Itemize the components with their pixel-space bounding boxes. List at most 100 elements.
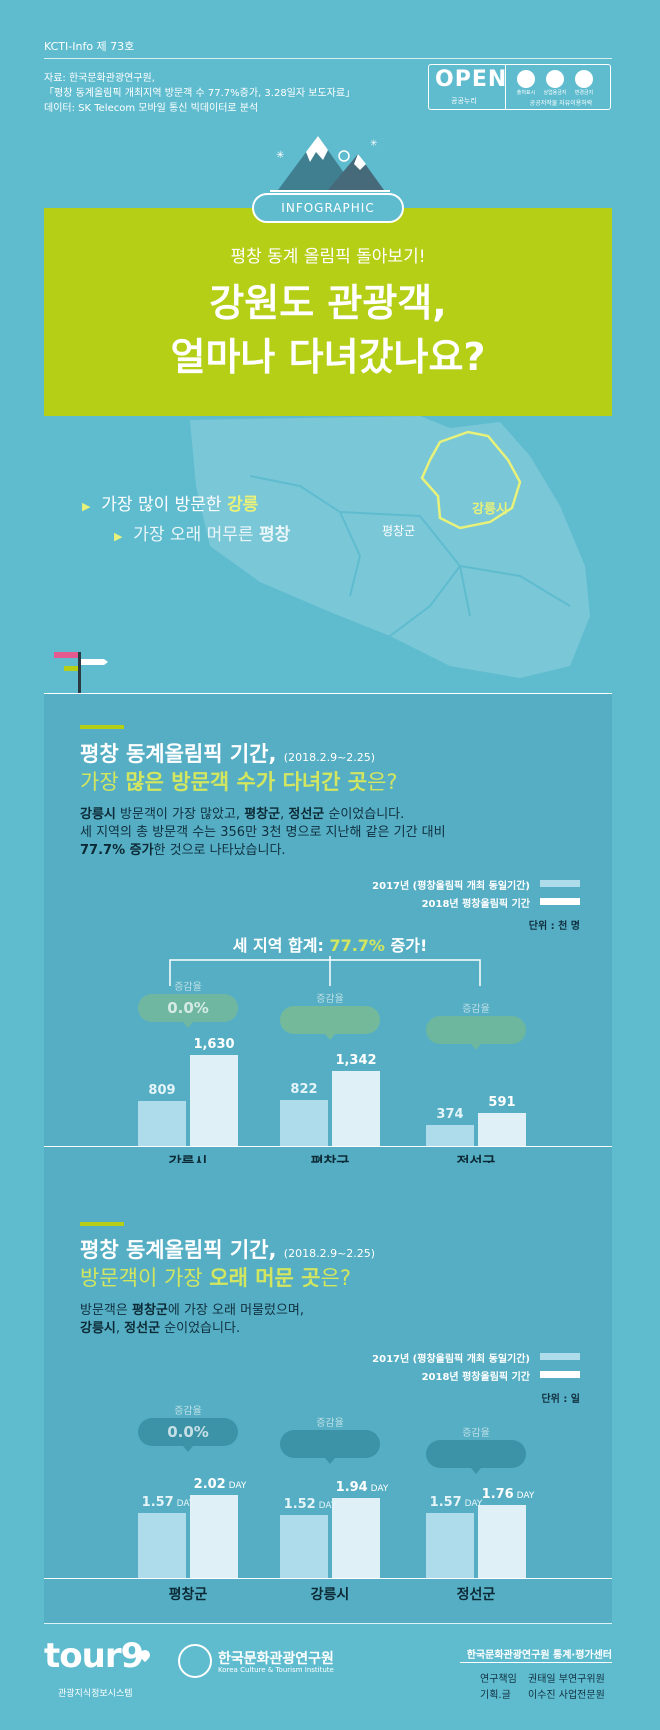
desc-t1: 방문객이 가장 많았고, [115, 807, 245, 822]
day-unit: DAY [367, 1483, 389, 1494]
bar-label-2018: 1,630 [193, 1037, 235, 1053]
s2-desc-t1: 방문객은 [80, 1303, 132, 1318]
section1-desc-line2: 세 지역의 총 방문객 수는 356만 3천 명으로 지난해 같은 기간 대비 [80, 825, 446, 840]
bar-label-2017: 809 [148, 1083, 176, 1099]
row2-role: 기획.글 [480, 1690, 511, 1701]
bar-2017 [426, 1125, 474, 1146]
tour9-sub: 관광지식정보시스템 [58, 1689, 133, 1699]
kcti-logo-icon [178, 1644, 212, 1678]
kcti-name: 한국문화관광연구원 [218, 1651, 334, 1667]
row2-name: 이수진 사업전문원 [528, 1690, 605, 1701]
footer-divider [44, 1623, 612, 1624]
s2-desc-b1: 평창군 [131, 1303, 168, 1318]
legend-2017: 2017년 (평창올림픽 개최 동일기간) [372, 881, 530, 892]
infographic-badge: INFOGRAPHIC [252, 193, 404, 223]
s2-desc2-t2: 순이었습니다. [160, 1321, 241, 1336]
desc-t2: , [280, 807, 289, 822]
header-divider [44, 58, 612, 59]
hero-subtitle: 평창 동계 올림픽 돌아보기! [230, 247, 426, 267]
legend2-swatch-2018 [540, 1371, 580, 1378]
noncommercial-icon [546, 70, 564, 88]
section-divider [44, 693, 612, 694]
desc3-t: 한 것으로 나타났습니다. [153, 843, 286, 858]
day-unit: DAY [513, 1491, 535, 1502]
bar-label-2018: 1.76 DAY [481, 1487, 535, 1503]
hero-title-line1: 강원도 관광객, [209, 281, 447, 325]
icon-label-2: 상업용금지 [543, 90, 567, 96]
day-unit: DAY [315, 1501, 337, 1512]
desc3-b: 77.7% 증가 [80, 843, 154, 858]
source-line-2: 「평창 동계올림픽 개최지역 방문객 수 77.7%증가, 3.28일자 보도자… [44, 88, 356, 99]
desc-b1: 강릉시 [80, 807, 116, 822]
stay-bar-chart: 1.57 DAY 2.02 DAY 평창군 증감율 0.0% 1.52 DAY 1.94 D… [44, 1400, 612, 1603]
section1-title-line1: 평창 동계올림픽 기간, (2018.2.9~2.25) [80, 740, 375, 772]
change-rate-label: 증감율 [462, 1004, 490, 1015]
total-pre: 세 지역 합계: [232, 936, 330, 955]
row1-role: 연구책임 [480, 1674, 517, 1685]
pill-tail [183, 1446, 193, 1452]
bullet-arrow-icon: ▶ [114, 530, 123, 543]
bar-label-2017: 1.52 DAY [283, 1497, 337, 1513]
mountain-icon: ✳ ✳ [270, 136, 390, 192]
icon-label-1: 출처표시 [516, 90, 536, 96]
section1-desc-line3: 77.7% 증가한 것으로 나타났습니다. [80, 842, 286, 860]
icon-label-3: 변경금지 [574, 90, 594, 96]
section2-title-line2: 방문객이 가장 오래 머문 곳은? [80, 1264, 351, 1292]
section1-title2-hl: 많은 방문객 수가 다녀간 곳 [125, 770, 368, 794]
bar-2017 [426, 1513, 474, 1578]
open-divider [505, 65, 506, 109]
map-label-pyeongchang: 평창군 [382, 524, 416, 538]
bullet1-text: 가장 많이 방문한 [101, 495, 227, 515]
s2-desc2-t1: , [115, 1321, 125, 1336]
kcti-en: Korea Culture & Tourism Institute [218, 1666, 334, 1674]
map-bullet-1: ▶ 가장 많이 방문한 강릉 [82, 490, 258, 515]
desc-t3: 순이었습니다. [324, 807, 405, 822]
bar-2018 [478, 1505, 526, 1578]
bar-2017 [280, 1100, 328, 1146]
row1-name: 권태일 부연구위원 [528, 1674, 605, 1685]
section-visitors [44, 693, 612, 1163]
total-post: 증가! [384, 936, 428, 955]
total-bracket [169, 956, 481, 986]
open-sub-left: 공공누리 [451, 97, 477, 105]
svg-text:✳: ✳ [276, 150, 284, 161]
bar-label-2017: 1.57 DAY [429, 1495, 483, 1511]
change-rate-pill: 0.0% [138, 994, 238, 1022]
unit-label: 단위 : 천 명 [528, 921, 580, 932]
change-rate-label: 증감율 [462, 1428, 490, 1439]
section1-desc-line1: 강릉시 방문객이 가장 많았고, 평창군, 정선군 순이었습니다. [80, 806, 404, 824]
change-rate-pill: 0.0% [138, 1418, 238, 1446]
bar-2018 [332, 1497, 380, 1578]
change-rate-pill [280, 1006, 380, 1034]
change-rate-label: 증감율 [316, 1418, 344, 1429]
s2-desc-t2: 에 가장 오래 머물렀으며, [167, 1303, 305, 1318]
tour9-logo: tour9 [44, 1636, 144, 1676]
day-unit: DAY [225, 1480, 247, 1491]
map-bullet-2: ▶ 가장 오래 머무른 평창 [114, 520, 290, 545]
legend-2018: 2018년 평창올림픽 기간 [421, 899, 530, 910]
category-label: 강릉시 [310, 1587, 350, 1603]
attribution-icon [517, 70, 535, 88]
hero-panel: 평창 동계 올림픽 돌아보기! 강원도 관광객, 얼마나 다녀갔나요? [44, 208, 612, 416]
center-divider [460, 1662, 612, 1663]
visitors-bar-chart: 8091,630강릉시증감율0.0%8221,342평창군증감율374591정선… [44, 976, 612, 1176]
source-line-3: 데이터: SK Telecom 모바일 통신 빅데이터로 분석 [44, 103, 259, 114]
bar-2017 [138, 1101, 186, 1146]
legend2-2017: 2017년 (평창올림픽 개최 동일기간) [372, 1354, 530, 1365]
bar-2017 [138, 1513, 186, 1578]
day-unit: DAY [173, 1499, 195, 1510]
open-sub-right: 공공저작물 자유이용허락 [529, 100, 593, 107]
section2-period: (2018.2.9~2.25) [283, 1247, 376, 1260]
total-increase: 세 지역 합계: 77.7% 증가! [0, 932, 660, 956]
unit2-label: 단위 : 일 [541, 1394, 580, 1405]
legend-swatch-2017 [540, 880, 580, 887]
section1-title-line2: 가장 많은 방문객 수가 다녀간 곳은? [80, 768, 398, 796]
section1-title2-post: 은? [367, 770, 398, 794]
kogl-open-license: OPEN 공공누리 출처표시 상업용금지 변경금지 공공저작물 자유이용허락 [428, 64, 611, 110]
chart-axis [44, 1146, 612, 1147]
bar-label-2018: 2.02 DAY [193, 1476, 247, 1492]
bar-2018 [190, 1055, 238, 1146]
section1-title2-pre: 가장 [80, 770, 126, 794]
change-rate-pill [280, 1430, 380, 1458]
bar-label-2018: 1.94 DAY [335, 1479, 389, 1495]
